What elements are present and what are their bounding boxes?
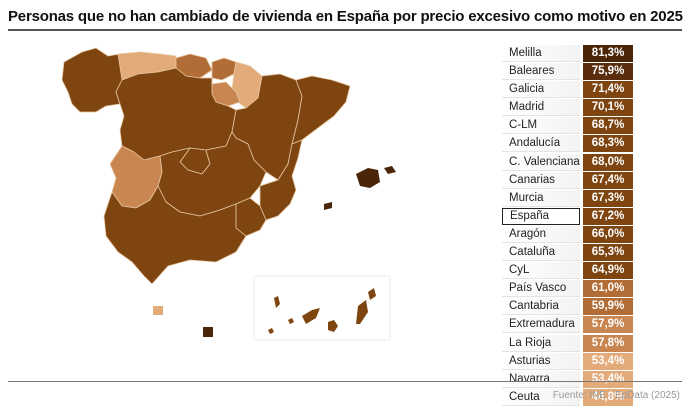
- footer-divider: [8, 381, 682, 382]
- region-name: Extremadura: [502, 316, 580, 334]
- region-value: 65,3%: [583, 244, 633, 262]
- region-cataluna[interactable]: [291, 75, 351, 145]
- table-row: Ceuta 44,8%: [502, 388, 635, 406]
- region-galicia[interactable]: [61, 47, 123, 113]
- region-ceuta[interactable]: [153, 306, 163, 315]
- region-name: Melilla: [502, 45, 580, 62]
- table-row: Navarra 53,4%: [502, 370, 635, 388]
- region-value: 59,9%: [583, 298, 633, 316]
- spain-choropleth-map: [61, 47, 396, 341]
- region-name: Madrid: [502, 99, 580, 117]
- table-row-total: España 67,2%: [502, 207, 635, 225]
- region-name: Aragón: [502, 225, 580, 243]
- table-row: C. Valenciana 68,0%: [502, 153, 635, 171]
- region-value: 57,9%: [583, 316, 633, 334]
- chart-title: Personas que no han cambiado de vivienda…: [8, 8, 683, 25]
- region-name: Andalucía: [502, 135, 580, 153]
- table-row: Madrid 70,1%: [502, 99, 635, 117]
- region-value: 66,0%: [583, 225, 633, 243]
- table-row: Asturias 53,4%: [502, 352, 635, 370]
- title-divider: [8, 29, 682, 31]
- region-name: CyL: [502, 262, 580, 280]
- region-value: 71,4%: [583, 81, 633, 99]
- region-value: 53,4%: [583, 352, 633, 370]
- region-value: 67,3%: [583, 189, 633, 207]
- table-row: Galicia 71,4%: [502, 81, 635, 99]
- region-name: España: [502, 207, 580, 225]
- region-name: Ceuta: [502, 388, 580, 406]
- region-value: 68,0%: [583, 153, 633, 171]
- region-name: Navarra: [502, 370, 580, 388]
- table-row: Andalucía 68,3%: [502, 135, 635, 153]
- region-name: Asturias: [502, 352, 580, 370]
- region-name: C-LM: [502, 117, 580, 135]
- region-name: Cantabria: [502, 298, 580, 316]
- region-value: 44,8%: [583, 388, 633, 406]
- region-name: Baleares: [502, 63, 580, 81]
- table-row: C-LM 68,7%: [502, 117, 635, 135]
- region-value: 81,3%: [583, 45, 633, 62]
- table-row: Melilla 81,3%: [502, 45, 635, 62]
- region-value: 61,0%: [583, 280, 633, 298]
- region-name: Cataluña: [502, 244, 580, 262]
- region-value: 70,1%: [583, 99, 633, 117]
- table-row: La Rioja 57,8%: [502, 334, 635, 352]
- region-canarias[interactable]: [268, 288, 376, 334]
- table-row: Cataluña 65,3%: [502, 244, 635, 262]
- ranking-table: Melilla 81,3% Baleares 75,9% Galicia 71,4% Mad…: [502, 45, 635, 407]
- region-value: 57,8%: [583, 334, 633, 352]
- table-row: Canarias 67,4%: [502, 171, 635, 189]
- region-value: 53,4%: [583, 370, 633, 388]
- region-name: C. Valenciana: [502, 153, 580, 171]
- region-melilla[interactable]: [203, 327, 213, 337]
- region-value: 75,9%: [583, 63, 633, 81]
- table-row: País Vasco 61,0%: [502, 280, 635, 298]
- region-value: 67,4%: [583, 171, 633, 189]
- canarias-inset-frame: [253, 275, 391, 341]
- table-row: Aragón 66,0%: [502, 225, 635, 243]
- table-row: Murcia 67,3%: [502, 189, 635, 207]
- region-name: Galicia: [502, 81, 580, 99]
- table-row: Cantabria 59,9%: [502, 298, 635, 316]
- region-value: 67,2%: [583, 207, 633, 225]
- table-row: CyL 64,9%: [502, 262, 635, 280]
- region-value: 68,7%: [583, 117, 633, 135]
- region-name: Canarias: [502, 171, 580, 189]
- table-row: Extremadura 57,9%: [502, 316, 635, 334]
- region-pais-vasco[interactable]: [211, 57, 237, 81]
- region-name: País Vasco: [502, 280, 580, 298]
- region-castilla-leon[interactable]: [115, 67, 237, 161]
- region-name: Murcia: [502, 189, 580, 207]
- region-andalucia[interactable]: [103, 185, 247, 285]
- table-row: Baleares 75,9%: [502, 63, 635, 81]
- region-baleares[interactable]: [324, 166, 396, 210]
- region-value: 68,3%: [583, 135, 633, 153]
- region-value: 64,9%: [583, 262, 633, 280]
- source-note: Fuente: INE - EpData (2025): [552, 390, 680, 401]
- region-name: La Rioja: [502, 334, 580, 352]
